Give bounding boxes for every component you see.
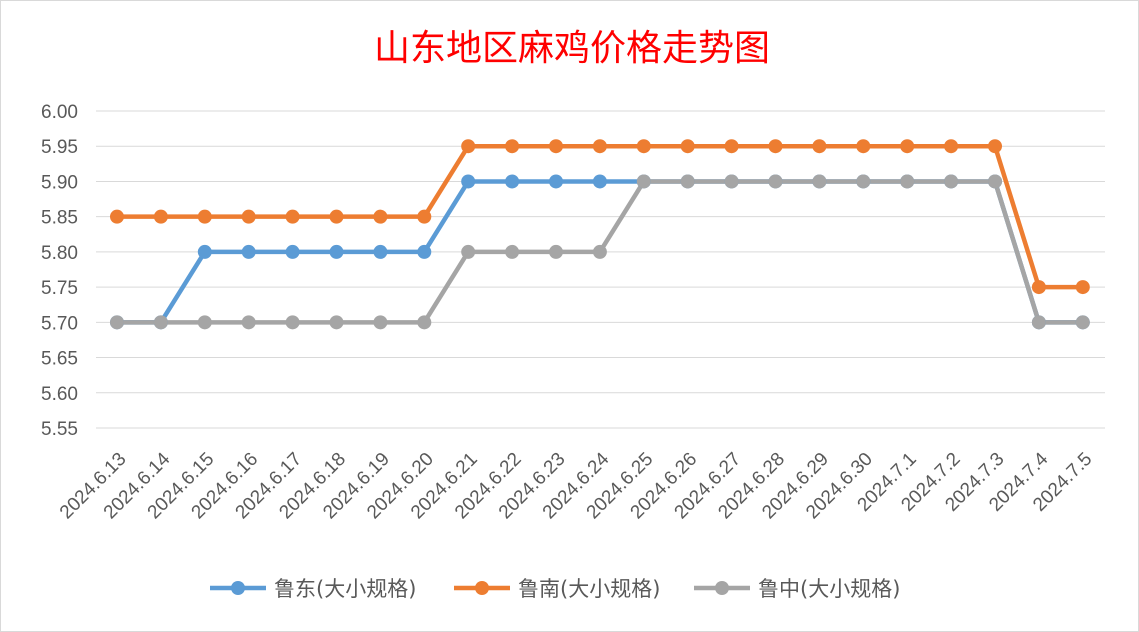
legend-label-1: 鲁东(大小规格) <box>274 577 416 601</box>
series-2-point <box>768 139 783 154</box>
series-2-point <box>724 139 739 154</box>
series-3-point <box>110 315 124 330</box>
series-1-point <box>592 174 607 189</box>
series-2-point <box>285 209 300 224</box>
series-2-point <box>505 139 520 154</box>
series-3-point <box>505 244 520 259</box>
series-2-point <box>417 209 432 224</box>
series-3-point <box>680 174 695 189</box>
series-3-point <box>549 244 563 259</box>
legend-label-2: 鲁南(大小规格) <box>518 577 660 601</box>
series-3-point <box>1075 315 1090 330</box>
series-3-point <box>944 174 959 189</box>
series-2-point <box>900 139 915 154</box>
series-3-point <box>285 315 300 330</box>
y-tick-label: 6.00 <box>41 102 78 123</box>
y-tick-label: 5.95 <box>41 137 78 158</box>
series-3-point <box>197 315 212 330</box>
series-2-point <box>549 139 563 154</box>
y-tick-label: 5.80 <box>41 243 78 264</box>
series-2-point <box>680 139 695 154</box>
series-3-point <box>900 174 915 189</box>
series-2-point <box>592 139 607 154</box>
series-3-point <box>417 315 432 330</box>
series-3-point <box>241 315 256 330</box>
series-2-point <box>461 139 476 154</box>
series-3-point <box>373 315 388 330</box>
series-2-point <box>197 209 212 224</box>
y-tick-label: 5.75 <box>41 278 78 299</box>
series-2-point <box>988 139 1002 154</box>
series-3-point <box>768 174 783 189</box>
legend-marker-2 <box>475 581 489 595</box>
legend-label-3: 鲁中(大小规格) <box>758 577 900 601</box>
series-2-point <box>153 209 168 224</box>
series-2-point <box>329 209 344 224</box>
series-1-point <box>329 244 344 259</box>
y-tick-label: 5.55 <box>41 419 78 440</box>
series-3-point <box>724 174 739 189</box>
legend-marker-1 <box>231 581 245 595</box>
chart-title: 山东地区麻鸡价格走势图 <box>374 28 770 69</box>
series-2-point <box>110 209 124 224</box>
series-3-point <box>461 244 476 259</box>
legend: 鲁东(大小规格) 鲁南(大小规格) 鲁中(大小规格) <box>210 577 900 601</box>
series-1-point <box>417 244 432 259</box>
series-1-point <box>373 244 388 259</box>
y-tick-label: 5.60 <box>41 384 78 405</box>
series-3-point <box>856 174 871 189</box>
series-1-point <box>285 244 300 259</box>
series-3-point <box>812 174 827 189</box>
series-1-point <box>241 244 256 259</box>
series-1-point <box>197 244 212 259</box>
series-3-point <box>329 315 344 330</box>
series-2-point <box>1031 280 1046 295</box>
series-2-point <box>812 139 827 154</box>
series-1-point <box>461 174 476 189</box>
series-2-point <box>856 139 871 154</box>
series-3-point <box>153 315 168 330</box>
y-tick-label: 5.65 <box>41 349 78 370</box>
series-2-point <box>373 209 388 224</box>
series-3-point <box>592 244 607 259</box>
series-1-point <box>505 174 520 189</box>
legend-marker-3 <box>715 581 729 595</box>
series-3-point <box>636 174 651 189</box>
series-3-point <box>1031 315 1046 330</box>
series-2-point <box>241 209 256 224</box>
y-tick-label: 5.90 <box>41 172 78 193</box>
series-2-point <box>944 139 959 154</box>
series-2-point <box>636 139 651 154</box>
series-3-point <box>988 174 1002 189</box>
y-axis-ticks: 5.55 5.60 5.65 5.70 5.75 5.80 5.85 5.90 5.95 6.00 <box>41 102 78 440</box>
y-tick-label: 5.85 <box>41 208 78 229</box>
series-lines <box>110 139 1090 330</box>
series-1-point <box>549 174 563 189</box>
y-tick-label: 5.70 <box>41 313 78 334</box>
series-2-point <box>1075 280 1090 295</box>
